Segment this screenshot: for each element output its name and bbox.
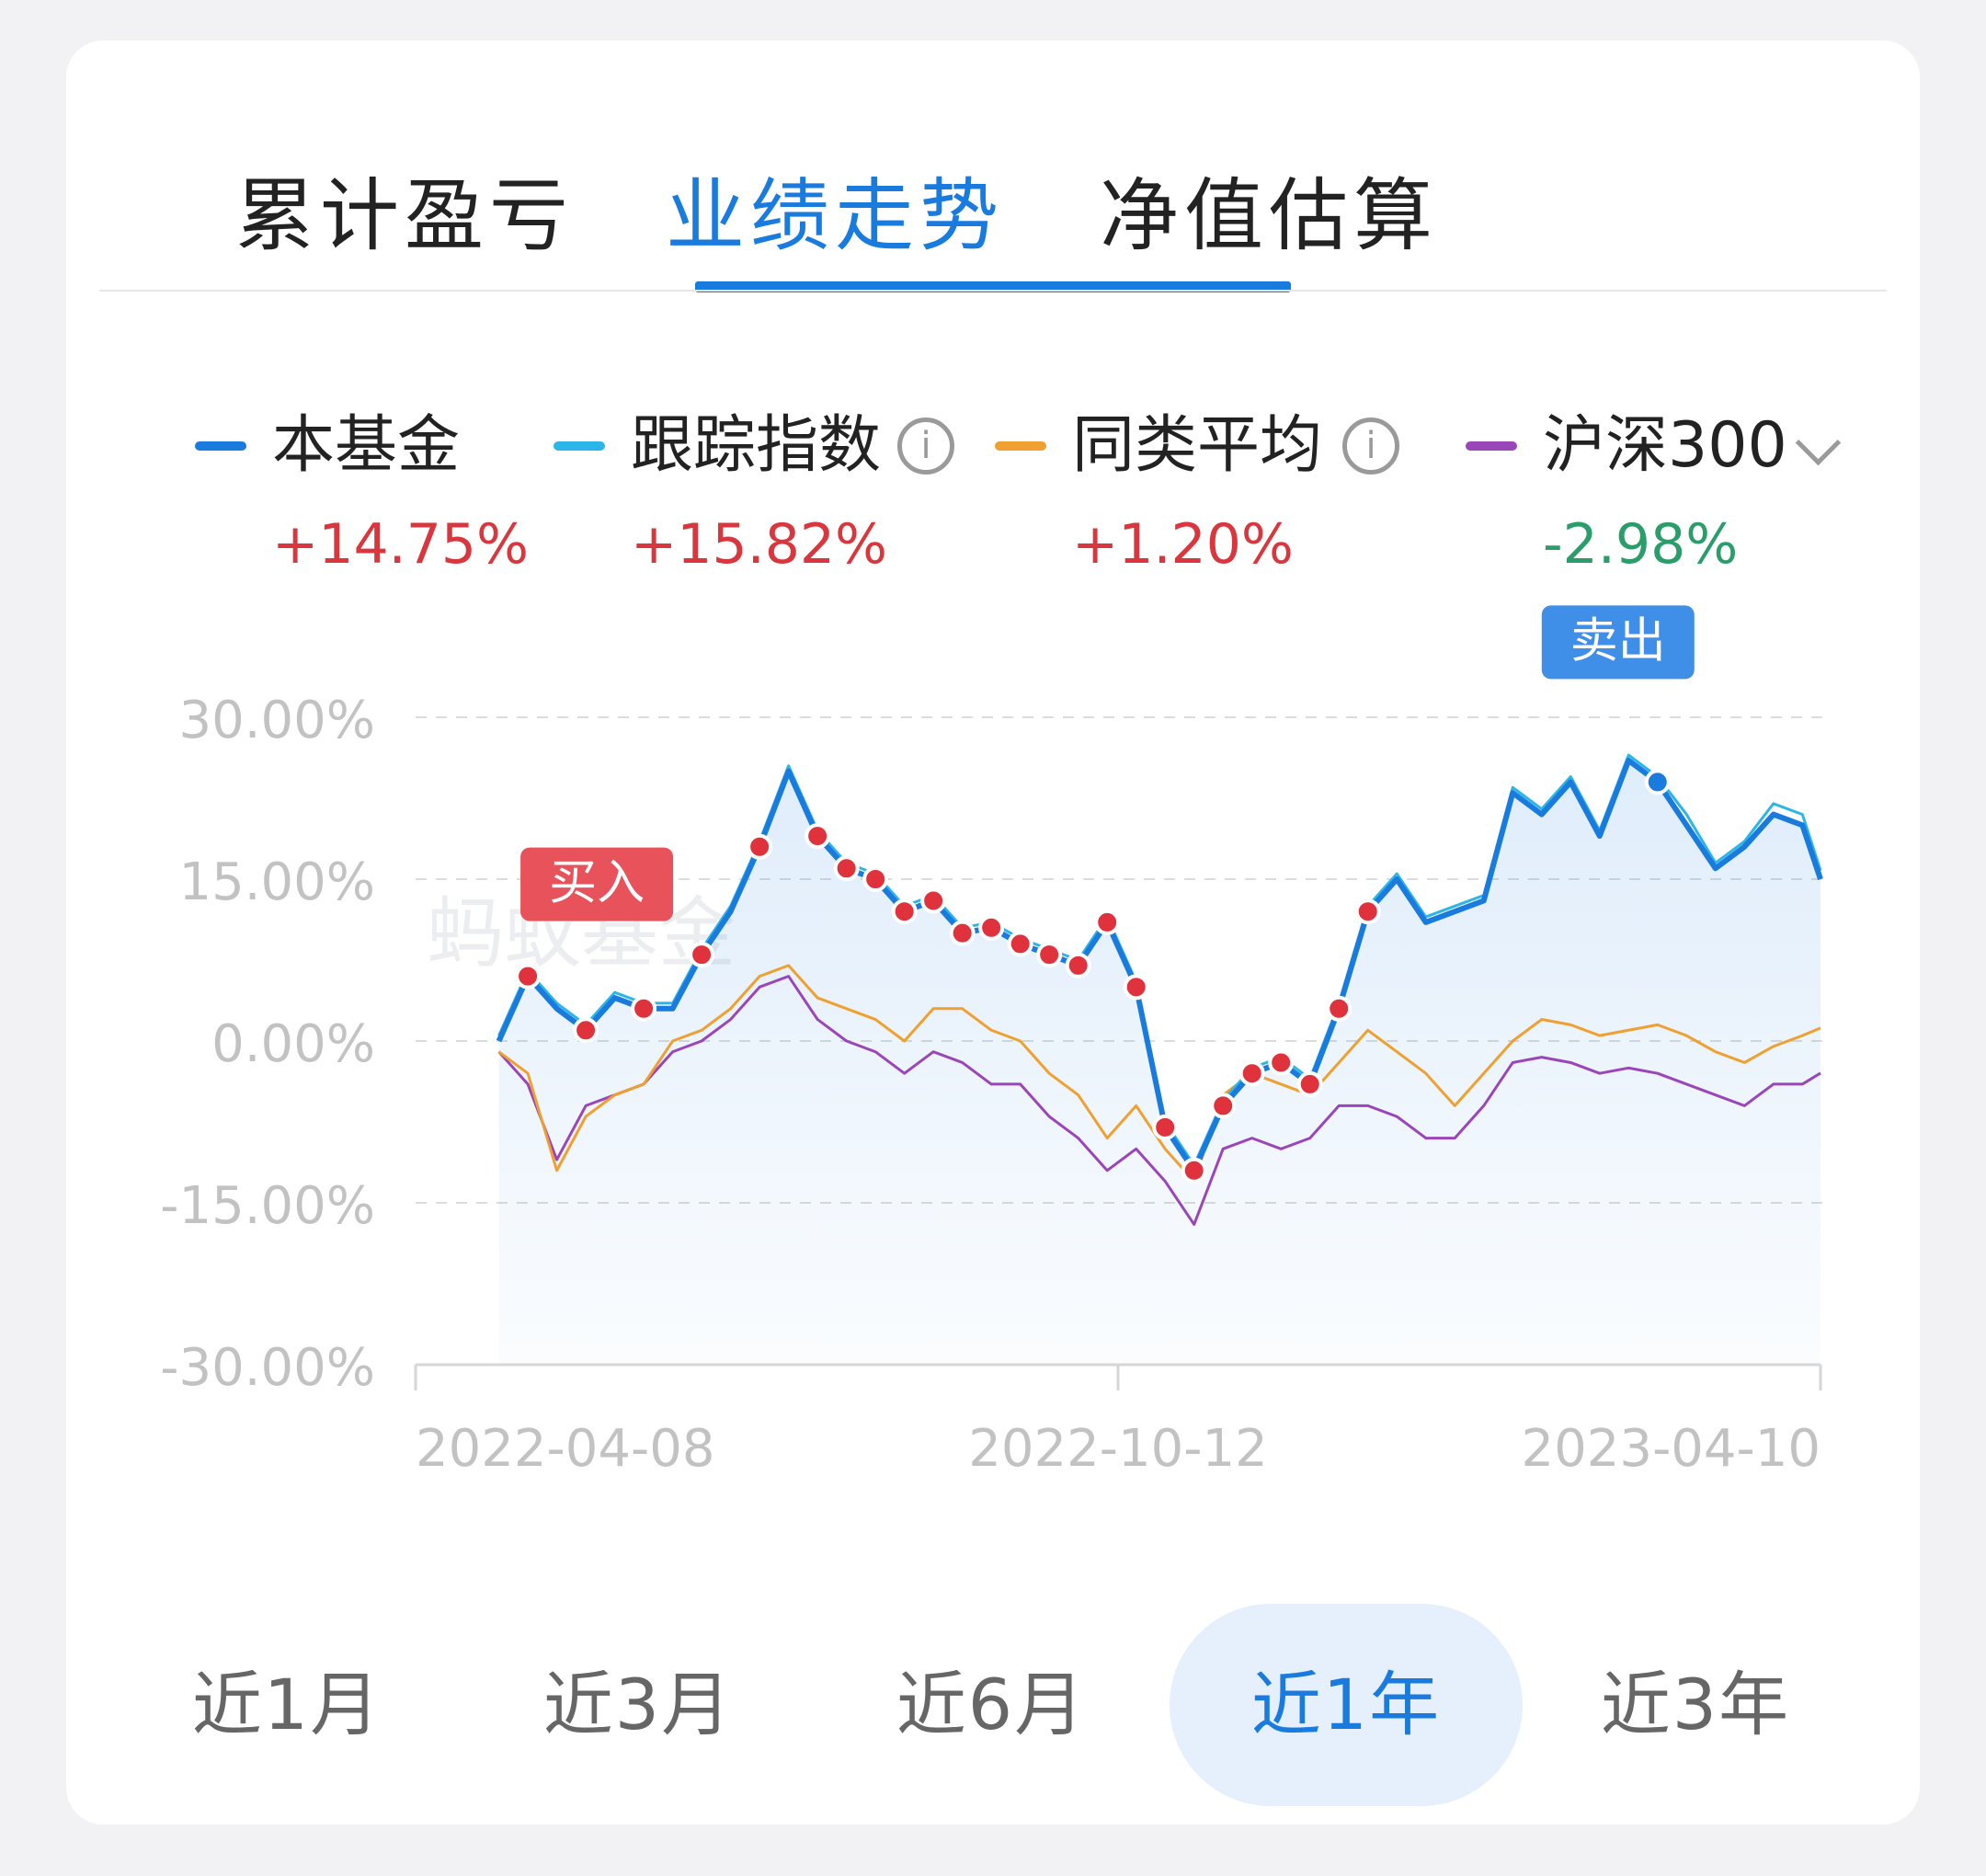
- buy-marker[interactable]: [1268, 1049, 1295, 1076]
- buy-marker[interactable]: [747, 833, 773, 860]
- buy-label: 买入: [549, 856, 645, 911]
- info-icon[interactable]: i: [897, 418, 954, 475]
- legend-csi300[interactable]: 沪深300 -2.98%: [1466, 408, 1852, 592]
- buy-marker[interactable]: [1238, 1060, 1265, 1087]
- range-1-year[interactable]: 近1年: [1170, 1604, 1523, 1806]
- buy-marker[interactable]: [631, 995, 657, 1022]
- buy-marker[interactable]: [1007, 931, 1033, 957]
- y-tick-label: 15.00%: [178, 852, 375, 912]
- legend-peer-average[interactable]: 同类平均 i +1.20%: [995, 408, 1399, 592]
- buy-marker[interactable]: [515, 963, 542, 989]
- sell-annotation: 卖出: [1541, 605, 1695, 680]
- legend-return-value: -2.98%: [1543, 512, 1739, 577]
- range-3-months[interactable]: 近3月: [542, 1664, 734, 1745]
- y-tick-label: -15.00%: [160, 1176, 375, 1236]
- legend-swatch: [195, 441, 246, 451]
- legend-label: 沪深300: [1543, 409, 1787, 482]
- buy-marker[interactable]: [1210, 1092, 1237, 1119]
- legend-label: 本基金: [272, 409, 461, 482]
- buy-marker[interactable]: [978, 914, 1005, 941]
- performance-card: 累计盈亏 业绩走势 净值估算 本基金 +14.75% 跟踪指数 i +15.82…: [66, 40, 1920, 1825]
- buy-marker[interactable]: [1123, 974, 1149, 1001]
- legend-return-value: +1.20%: [1072, 512, 1294, 577]
- range-1-month[interactable]: 近1月: [191, 1664, 382, 1745]
- range-6-months[interactable]: 近6月: [896, 1664, 1087, 1745]
- info-icon[interactable]: i: [1342, 418, 1399, 475]
- buy-marker[interactable]: [1296, 1070, 1323, 1097]
- legend-tracking-index[interactable]: 跟踪指数 i +15.82%: [554, 408, 954, 592]
- buy-marker[interactable]: [1094, 909, 1121, 935]
- buy-marker[interactable]: [1354, 898, 1381, 925]
- tab-divider: [99, 290, 1887, 292]
- series-line-peer-average: [497, 964, 1821, 1184]
- legend-swatch: [1466, 441, 1517, 451]
- x-tick-label: 2023-04-10: [1522, 1419, 1820, 1479]
- buy-marker[interactable]: [949, 920, 976, 946]
- legend-swatch: [554, 441, 605, 451]
- buy-marker[interactable]: [573, 1017, 599, 1044]
- y-tick-label: 30.00%: [178, 691, 375, 750]
- legend-this-fund[interactable]: 本基金 +14.75%: [195, 408, 529, 592]
- tab-performance-trend[interactable]: 业绩走势: [666, 170, 1004, 262]
- buy-marker[interactable]: [1181, 1157, 1207, 1184]
- series-line-csi300: [497, 975, 1821, 1226]
- legend-label: 跟踪指数: [631, 409, 882, 482]
- sell-label: 卖出: [1570, 613, 1666, 669]
- buy-marker[interactable]: [1152, 1114, 1179, 1140]
- legend-return-value: +15.82%: [631, 512, 888, 577]
- x-tick-label: 2022-10-12: [968, 1419, 1267, 1479]
- buy-marker[interactable]: [805, 823, 831, 850]
- range-3-years[interactable]: 近3年: [1600, 1664, 1791, 1745]
- tab-bar: 累计盈亏 业绩走势 净值估算: [66, 40, 1920, 294]
- sell-marker[interactable]: [1644, 769, 1671, 795]
- y-tick-label: 0.00%: [211, 1014, 375, 1074]
- buy-marker[interactable]: [689, 942, 715, 968]
- buy-marker[interactable]: [920, 887, 947, 914]
- legend-return-value: +14.75%: [272, 512, 530, 577]
- legend-swatch: [995, 441, 1046, 451]
- fund-area-fill: [498, 760, 1820, 1365]
- x-tick-label: 2022-04-08: [416, 1419, 714, 1479]
- legend-label: 同类平均: [1072, 409, 1323, 482]
- y-tick-label: -30.00%: [160, 1338, 375, 1398]
- buy-annotation: 买入: [520, 847, 674, 921]
- buy-marker[interactable]: [891, 898, 918, 925]
- tab-cumulative-pnl[interactable]: 累计盈亏: [235, 170, 574, 262]
- buy-marker[interactable]: [1326, 995, 1353, 1022]
- tab-nav-estimate[interactable]: 净值估算: [1100, 170, 1438, 262]
- buy-marker[interactable]: [1065, 952, 1091, 978]
- buy-marker[interactable]: [862, 866, 889, 892]
- buy-marker[interactable]: [833, 855, 860, 882]
- performance-chart[interactable]: 30.00%15.00%0.00%-15.00%-30.00% 蚂蚁基金 买入卖…: [66, 40, 1920, 1549]
- buy-marker[interactable]: [1036, 942, 1063, 968]
